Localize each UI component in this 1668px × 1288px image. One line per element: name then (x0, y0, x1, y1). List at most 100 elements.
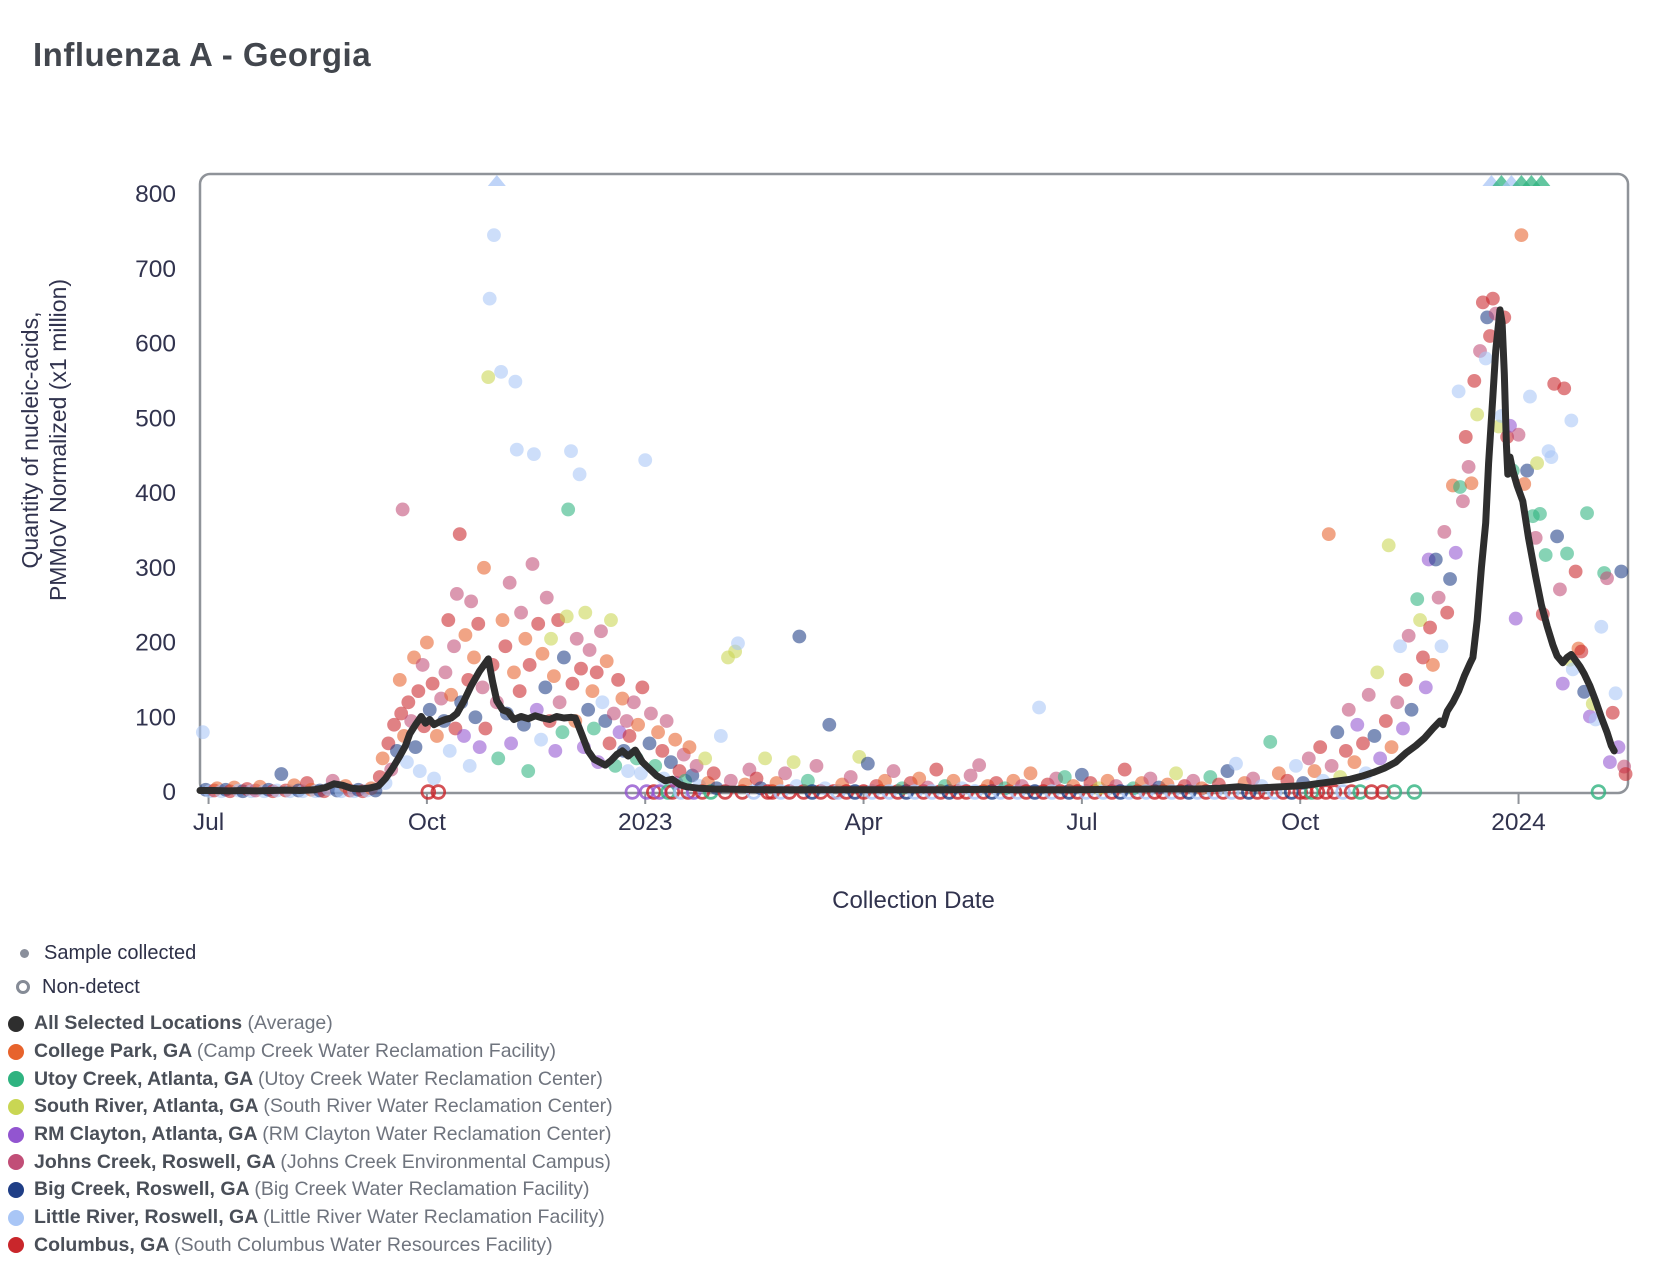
scatter-point[interactable] (1461, 459, 1476, 474)
scatter-point[interactable] (1418, 680, 1433, 695)
legend-row-location[interactable]: Little River, Roswell, GA (Little River … (8, 1204, 613, 1232)
scatter-point[interactable] (1347, 755, 1362, 769)
scatter-point[interactable] (1117, 762, 1132, 777)
scatter-point[interactable] (1356, 736, 1370, 751)
scatter-point[interactable] (792, 629, 807, 644)
scatter-point[interactable] (449, 587, 464, 601)
scatter-point[interactable] (539, 590, 554, 605)
scatter-point[interactable] (713, 729, 728, 743)
scatter-point[interactable] (1580, 506, 1594, 521)
scatter-point[interactable] (1608, 686, 1623, 701)
scatter-point[interactable] (522, 658, 537, 672)
scatter-point[interactable] (475, 680, 490, 695)
non-detect-point[interactable] (1375, 784, 1391, 800)
scatter-point[interactable] (491, 751, 506, 766)
scatter-point[interactable] (552, 695, 567, 710)
scatter-point[interactable] (1594, 619, 1609, 634)
scatter-point[interactable] (1555, 676, 1570, 691)
scatter-point[interactable] (622, 729, 637, 743)
scatter-point[interactable] (1437, 524, 1452, 539)
scatter-point[interactable] (534, 732, 548, 747)
scatter-point[interactable] (1470, 407, 1485, 422)
scatter-point[interactable] (1426, 658, 1440, 672)
clipped-value-triangle-icon[interactable] (487, 175, 506, 186)
scatter-point[interactable] (1508, 611, 1523, 626)
scatter-point[interactable] (655, 743, 670, 758)
scatter-point[interactable] (912, 771, 927, 786)
average-line[interactable] (196, 306, 1618, 795)
scatter-point[interactable] (427, 771, 441, 786)
scatter-point[interactable] (544, 631, 558, 646)
scatter-point[interactable] (758, 751, 772, 766)
scatter-point[interactable] (1330, 725, 1345, 740)
scatter-point[interactable] (1321, 527, 1336, 542)
scatter-point[interactable] (1341, 702, 1356, 717)
scatter-point[interactable] (1602, 755, 1617, 769)
scatter-point[interactable] (1614, 564, 1629, 579)
scatter-point[interactable] (1538, 548, 1553, 562)
non-detect-point[interactable] (1406, 784, 1423, 800)
scatter-point[interactable] (1074, 767, 1089, 782)
scatter-point[interactable] (886, 764, 901, 778)
legend-row-location[interactable]: Utoy Creek, Atlanta, GA (Utoy Creek Wate… (8, 1065, 613, 1093)
scatter-point[interactable] (1533, 507, 1547, 521)
scatter-point[interactable] (195, 725, 210, 740)
scatter-point[interactable] (438, 665, 453, 680)
scatter-point[interactable] (569, 631, 584, 646)
scatter-point[interactable] (606, 706, 621, 721)
scatter-point[interactable] (527, 447, 541, 462)
scatter-point[interactable] (1361, 687, 1376, 702)
non-detect-point[interactable] (1343, 784, 1360, 800)
scatter-point[interactable] (801, 773, 815, 788)
scatter-point[interactable] (429, 729, 444, 743)
scatter-point[interactable] (664, 755, 678, 769)
scatter-point[interactable] (502, 575, 517, 590)
scatter-point[interactable] (572, 467, 587, 482)
scatter-point[interactable] (559, 609, 574, 624)
scatter-point[interactable] (878, 773, 892, 788)
scatter-point[interactable] (482, 291, 497, 306)
scatter-point[interactable] (574, 661, 588, 676)
scatter-point[interactable] (1313, 740, 1328, 755)
scatter-point[interactable] (1057, 770, 1072, 784)
scatter-point[interactable] (1560, 546, 1574, 561)
scatter-point[interactable] (635, 680, 650, 695)
scatter-point[interactable] (478, 721, 493, 736)
non-detect-point[interactable] (1326, 784, 1343, 800)
non-detect-point[interactable] (1352, 784, 1368, 800)
scatter-point[interactable] (1263, 735, 1278, 749)
scatter-point[interactable] (1453, 480, 1467, 494)
scatter-point[interactable] (395, 502, 410, 517)
scatter-point[interactable] (504, 736, 518, 751)
scatter-point[interactable] (602, 736, 617, 751)
scatter-point[interactable] (1396, 721, 1410, 736)
scatter-point[interactable] (1557, 381, 1572, 396)
scatter-point[interactable] (1451, 384, 1466, 399)
scatter-point[interactable] (1373, 751, 1388, 766)
scatter-point[interactable] (698, 751, 713, 766)
scatter-point[interactable] (626, 695, 641, 710)
scatter-point[interactable] (274, 767, 289, 781)
scatter-point[interactable] (422, 702, 437, 717)
scatter-point[interactable] (509, 442, 524, 457)
scatter-point[interactable] (411, 684, 426, 698)
legend-row-non-detect[interactable]: Non-detect (10, 970, 196, 1004)
legend-row-location[interactable]: RM Clayton, Atlanta, GA (RM Clayton Wate… (8, 1121, 613, 1149)
scatter-point[interactable] (1416, 650, 1430, 665)
scatter-point[interactable] (599, 654, 614, 669)
scatter-point[interactable] (1169, 766, 1183, 781)
scatter-point[interactable] (1544, 450, 1559, 465)
scatter-point[interactable] (1350, 717, 1365, 732)
scatter-point[interactable] (494, 365, 508, 379)
legend-row-location[interactable]: Johns Creek, Roswell, GA (Johns Creek En… (8, 1148, 613, 1176)
scatter-point[interactable] (1520, 463, 1535, 478)
scatter-point[interactable] (778, 766, 792, 781)
scatter-point[interactable] (555, 725, 570, 740)
scatter-point[interactable] (1478, 351, 1493, 366)
scatter-point[interactable] (401, 695, 416, 710)
scatter-point[interactable] (1423, 620, 1437, 635)
scatter-point[interactable] (487, 228, 501, 243)
scatter-point[interactable] (786, 755, 801, 769)
scatter-point[interactable] (1032, 700, 1046, 715)
scatter-point[interactable] (1301, 751, 1316, 766)
